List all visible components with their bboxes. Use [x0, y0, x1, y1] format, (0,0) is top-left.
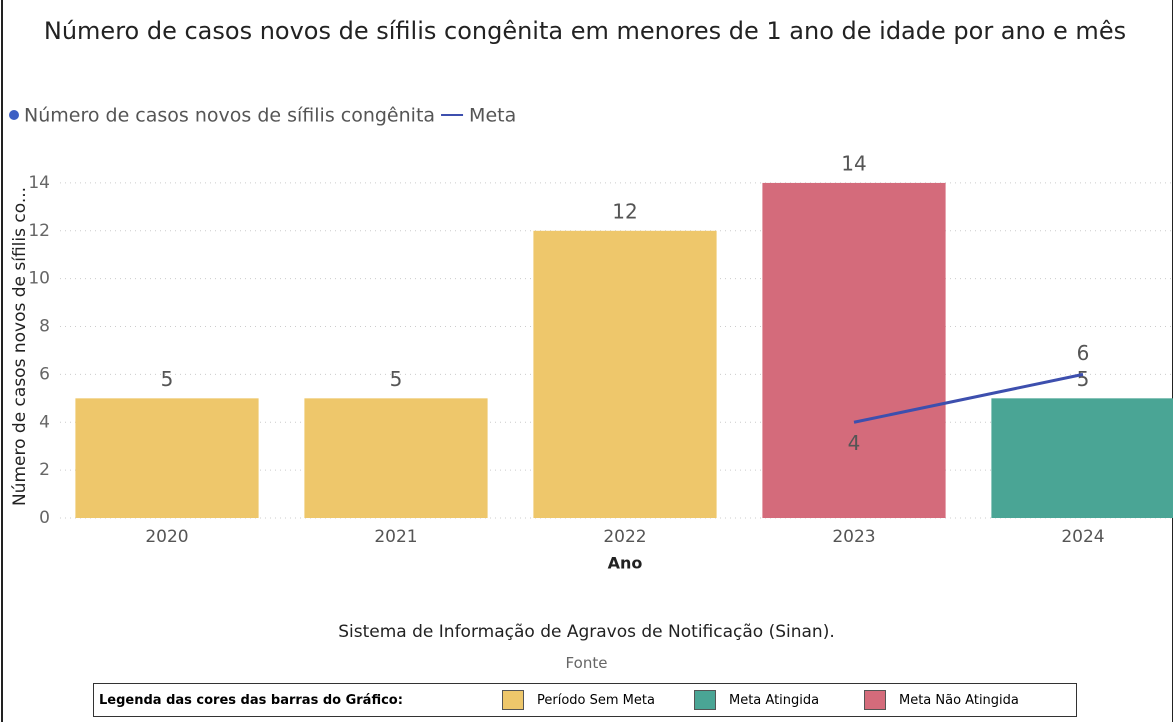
y-tick-label: 4 [39, 412, 50, 432]
x-tick-label: 2024 [1061, 527, 1104, 547]
color-legend-label: Meta Atingida [729, 693, 819, 708]
data-label: 5 [1077, 367, 1090, 391]
y-tick-label: 10 [28, 269, 50, 289]
legend-label: Número de casos novos de sífilis congêni… [24, 105, 435, 127]
x-tick-label: 2020 [145, 527, 188, 547]
x-tick-label: 2021 [374, 527, 417, 547]
data-label: 14 [841, 151, 866, 175]
x-axis-title: Ano [608, 554, 643, 573]
data-label: 5 [390, 367, 403, 391]
bar [304, 398, 487, 518]
y-tick-label: 8 [39, 317, 50, 337]
y-tick-label: 6 [39, 364, 50, 384]
page: Número de casos novos de sífilis congêni… [0, 0, 1173, 722]
legend-marker [9, 110, 19, 120]
bar [75, 398, 258, 518]
data-label: 4 [848, 431, 861, 455]
bar [991, 398, 1173, 518]
x-tick-label: 2023 [832, 527, 875, 547]
data-label: 5 [161, 367, 174, 391]
color-legend-title: Legenda das cores das barras do Gráfico: [99, 693, 403, 708]
y-axis-title: Número de casos novos de sífilis co... [10, 187, 30, 506]
y-tick-label: 12 [28, 221, 50, 241]
color-legend-swatch [502, 690, 524, 710]
data-label: 12 [612, 199, 637, 223]
y-tick-label: 0 [39, 508, 50, 528]
color-legend-label: Período Sem Meta [537, 693, 655, 708]
y-tick-label: 14 [28, 173, 50, 193]
chart: Número de casos novos de sífilis congêni… [0, 0, 1173, 722]
source: Sistema de Informação de Agravos de Noti… [0, 622, 1173, 642]
source-label: Fonte [0, 654, 1173, 672]
color-legend-label: Meta Não Atingida [899, 693, 1019, 708]
x-tick-label: 2022 [603, 527, 646, 547]
bar [533, 231, 716, 518]
y-tick-label: 2 [39, 460, 50, 480]
color-legend: Legenda das cores das barras do Gráfico:… [93, 683, 1077, 717]
legend-label: Meta [469, 105, 516, 127]
data-label: 6 [1077, 341, 1090, 365]
bar [762, 183, 945, 518]
color-legend-swatch [694, 690, 716, 710]
color-legend-swatch [864, 690, 886, 710]
